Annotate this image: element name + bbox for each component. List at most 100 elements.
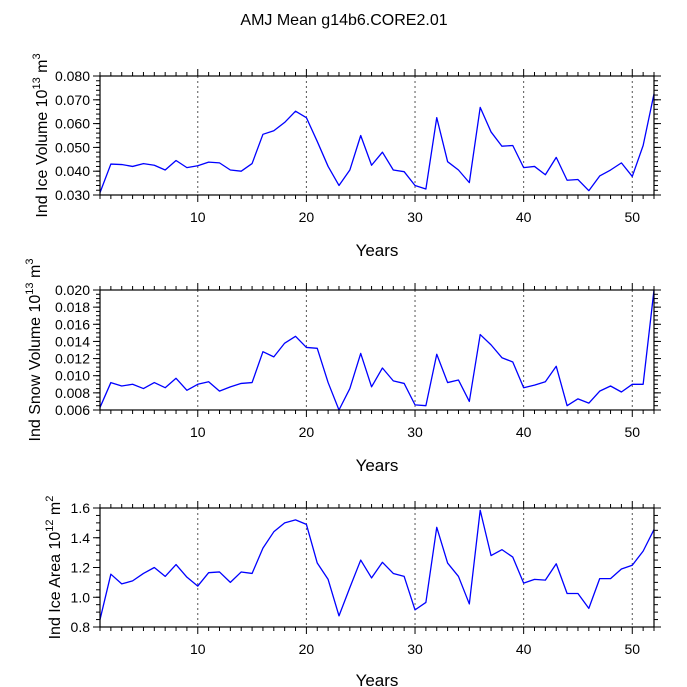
data-point bbox=[229, 385, 232, 388]
data-point bbox=[305, 116, 308, 119]
y-axis-label-text: m bbox=[27, 265, 44, 283]
data-point bbox=[490, 131, 493, 134]
data-point bbox=[490, 554, 493, 557]
x-tick-label: 40 bbox=[516, 209, 532, 225]
data-point bbox=[283, 121, 286, 124]
data-point bbox=[414, 184, 417, 187]
data-point bbox=[131, 579, 134, 582]
y-axis-label-exponent: 2 bbox=[44, 496, 56, 502]
data-point bbox=[642, 550, 645, 553]
panel-3: 10 20 30 40 50 0.8 1.0 1.2 1.4 1.6 Years Ind Ice Ar… bbox=[44, 496, 661, 687]
data-point bbox=[142, 387, 145, 390]
y-axis-label: Ind Snow Volume 1013 m3 bbox=[24, 259, 44, 442]
data-point bbox=[240, 382, 243, 385]
y-tick-label: 0.050 bbox=[55, 139, 90, 155]
data-point bbox=[511, 144, 514, 147]
data-line bbox=[99, 289, 655, 411]
data-point bbox=[468, 181, 471, 184]
data-point bbox=[370, 577, 373, 580]
data-point bbox=[359, 134, 362, 137]
data-point bbox=[251, 162, 254, 165]
x-tick-label: 20 bbox=[299, 209, 315, 225]
data-point bbox=[109, 573, 112, 576]
data-point bbox=[381, 561, 384, 564]
x-tick-label: 20 bbox=[299, 424, 315, 440]
y-tick-label: 1.4 bbox=[71, 530, 91, 546]
data-point bbox=[175, 563, 178, 566]
data-point bbox=[207, 380, 210, 383]
data-point bbox=[164, 169, 167, 172]
y-tick-label: 0.060 bbox=[55, 116, 90, 132]
data-point bbox=[631, 383, 634, 386]
data-point bbox=[218, 161, 221, 164]
data-point bbox=[186, 576, 189, 579]
data-point bbox=[555, 156, 558, 159]
data-point bbox=[294, 519, 297, 522]
data-point bbox=[457, 169, 460, 172]
data-point bbox=[620, 391, 623, 394]
data-point bbox=[479, 333, 482, 336]
data-point bbox=[424, 404, 427, 407]
x-tick-label: 30 bbox=[407, 209, 423, 225]
x-tick-label: 10 bbox=[190, 641, 206, 657]
data-point bbox=[587, 402, 590, 405]
data-point bbox=[283, 521, 286, 524]
y-tick-label: 1.6 bbox=[71, 500, 91, 516]
data-point bbox=[131, 383, 134, 386]
data-point bbox=[598, 175, 601, 178]
x-tick-label: 40 bbox=[516, 641, 532, 657]
y-tick-label: 0.080 bbox=[55, 68, 90, 84]
data-point bbox=[522, 166, 525, 169]
data-point bbox=[164, 386, 167, 389]
data-point bbox=[175, 377, 178, 380]
data-point bbox=[348, 586, 351, 589]
data-point bbox=[283, 342, 286, 345]
data-point bbox=[577, 178, 580, 181]
data-point bbox=[392, 572, 395, 575]
y-axis-label-exponent: 3 bbox=[31, 53, 43, 59]
data-point bbox=[218, 390, 221, 393]
data-point bbox=[164, 575, 167, 578]
data-point bbox=[262, 350, 265, 353]
data-point bbox=[348, 169, 351, 172]
data-point bbox=[370, 164, 373, 167]
data-point bbox=[468, 603, 471, 606]
data-point bbox=[109, 163, 112, 166]
data-point bbox=[609, 385, 612, 388]
data-point bbox=[609, 577, 612, 580]
data-point bbox=[229, 581, 232, 584]
y-tick-label: 0.020 bbox=[55, 282, 90, 298]
data-point bbox=[109, 381, 112, 384]
data-point bbox=[316, 140, 319, 143]
data-point bbox=[338, 614, 341, 617]
data-point bbox=[533, 578, 536, 581]
data-point bbox=[251, 381, 254, 384]
y-tick-label: 0.010 bbox=[55, 368, 90, 384]
data-point bbox=[490, 343, 493, 346]
data-point bbox=[544, 173, 547, 176]
data-point bbox=[435, 526, 438, 529]
data-point bbox=[533, 165, 536, 168]
data-point bbox=[131, 165, 134, 168]
y-tick-label: 1.0 bbox=[71, 589, 91, 605]
data-point bbox=[186, 389, 189, 392]
y-tick-label: 0.018 bbox=[55, 299, 90, 315]
x-tick-label: 40 bbox=[516, 424, 532, 440]
y-axis-label-exponent: 12 bbox=[44, 520, 56, 532]
data-point bbox=[294, 335, 297, 338]
y-axis-label: Ind Ice Volume 1013 m3 bbox=[31, 53, 51, 217]
data-point bbox=[240, 571, 243, 574]
data-point bbox=[609, 169, 612, 172]
panels: 10 20 30 40 50 0.030 0.040 0.050 0.060 0.070 0.080… bbox=[24, 53, 661, 687]
plot-frame bbox=[99, 289, 655, 411]
data-point bbox=[414, 403, 417, 406]
data-point bbox=[272, 355, 275, 358]
data-point bbox=[305, 346, 308, 349]
y-tick-label: 0.8 bbox=[71, 619, 91, 635]
data-point bbox=[479, 509, 482, 512]
x-tick-label: 30 bbox=[407, 641, 423, 657]
data-point bbox=[392, 169, 395, 172]
figure-title: AMJ Mean g14b6.CORE2.01 bbox=[240, 12, 447, 29]
